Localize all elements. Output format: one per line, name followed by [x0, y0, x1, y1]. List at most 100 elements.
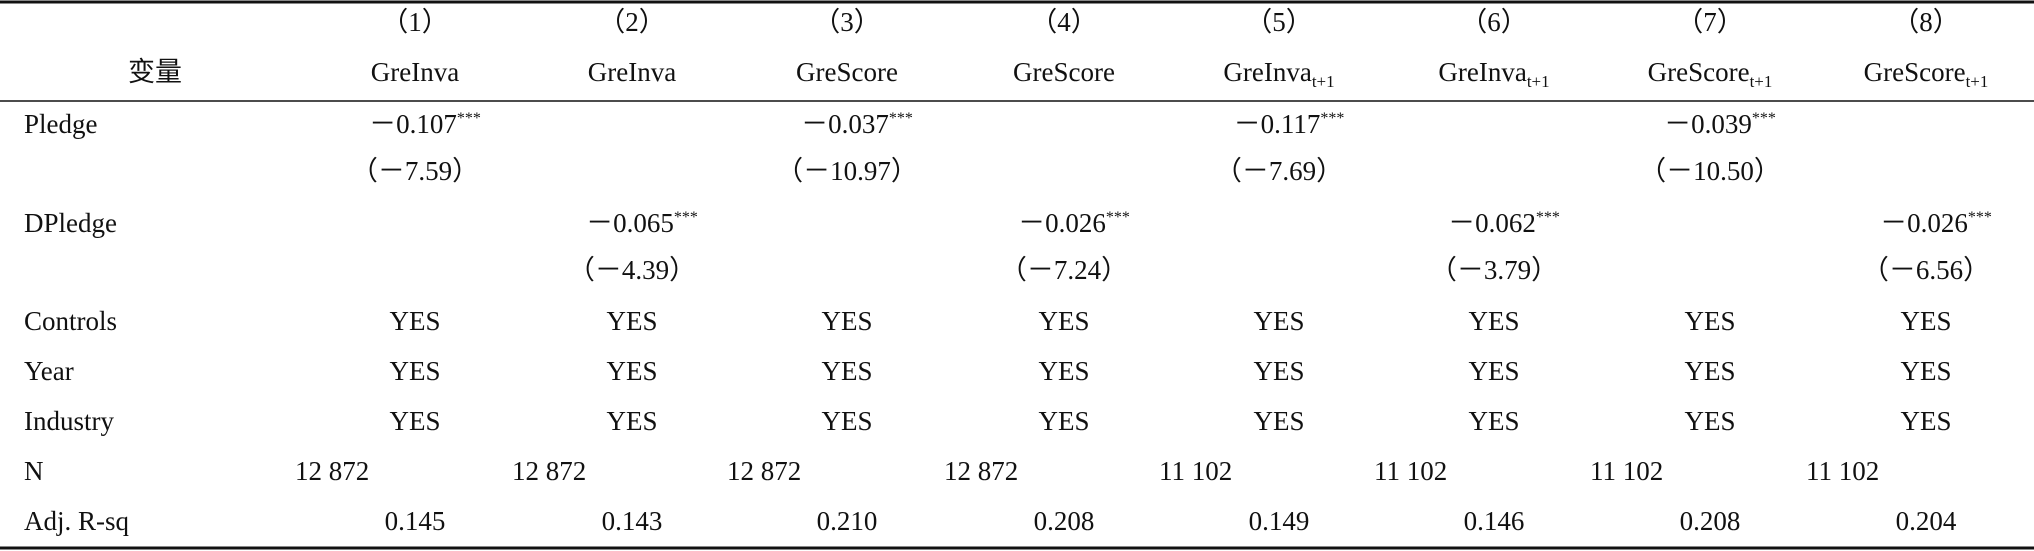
- column-number: （2）: [598, 7, 666, 37]
- significance-stars: ***: [457, 110, 481, 127]
- column-header-text: GreInva: [588, 57, 676, 87]
- coefficient-value: －0.026: [1018, 208, 1106, 238]
- cell: 0.143: [602, 506, 663, 536]
- cell: 12 872: [944, 456, 1018, 486]
- coefficient-value: －0.065: [586, 208, 674, 238]
- coefficient-value: －0.107: [369, 109, 457, 139]
- cell: YES: [1900, 306, 1951, 336]
- row-label: Controls: [24, 306, 117, 336]
- cell: 0.208: [1034, 506, 1095, 536]
- column-header-text: GreInva: [1438, 57, 1526, 87]
- row-label: Year: [24, 356, 74, 386]
- t-statistic: （－10.97）: [776, 156, 918, 186]
- t-statistic: （－3.79）: [1430, 255, 1558, 285]
- cell: YES: [606, 406, 657, 436]
- cell: YES: [1253, 306, 1304, 336]
- column-number: （1）: [381, 7, 449, 37]
- cell: 11 102: [1374, 456, 1447, 486]
- cell: YES: [606, 356, 657, 386]
- cell: YES: [389, 356, 440, 386]
- cell: YES: [821, 356, 872, 386]
- coefficient-value: －0.039: [1664, 109, 1752, 139]
- cell: 0.208: [1680, 506, 1741, 536]
- cell: YES: [1038, 406, 1089, 436]
- row-label: Pledge: [24, 109, 98, 139]
- cell: YES: [1468, 306, 1519, 336]
- significance-stars: ***: [1536, 209, 1560, 226]
- cell: YES: [1468, 356, 1519, 386]
- column-header-text: GreScore: [796, 57, 898, 87]
- t-statistic: （－7.24）: [1000, 255, 1128, 285]
- cell: 11 102: [1806, 456, 1879, 486]
- cell: 0.210: [817, 506, 878, 536]
- column-number: （3）: [813, 7, 881, 37]
- significance-stars: ***: [1320, 110, 1344, 127]
- cell: YES: [1684, 356, 1735, 386]
- row-label: Industry: [24, 406, 114, 436]
- significance-stars: ***: [1106, 209, 1130, 226]
- cell: YES: [1253, 356, 1304, 386]
- coefficient: －0.117***: [1234, 109, 1345, 139]
- column-header: GreInvat+1: [1223, 57, 1334, 91]
- coefficient: －0.062***: [1448, 208, 1560, 238]
- cell: YES: [1038, 356, 1089, 386]
- coefficient: －0.065***: [586, 208, 698, 238]
- row-label: N: [24, 456, 44, 486]
- coefficient: －0.039***: [1664, 109, 1776, 139]
- significance-stars: ***: [889, 110, 913, 127]
- column-header-text: GreScore: [1013, 57, 1115, 87]
- coefficient: －0.026***: [1880, 208, 1992, 238]
- significance-stars: ***: [674, 209, 698, 226]
- cell: YES: [821, 406, 872, 436]
- column-header-text: GreInva: [371, 57, 459, 87]
- row-label: Adj. R-sq: [24, 506, 130, 536]
- cell: 12 872: [727, 456, 801, 486]
- column-header: GreInva: [588, 57, 676, 87]
- column-header-subscript: t+1: [1312, 72, 1335, 91]
- cell: 0.149: [1249, 506, 1310, 536]
- column-header-text: GreInva: [1223, 57, 1311, 87]
- cell: 12 872: [295, 456, 369, 486]
- header-label: 变量: [128, 57, 182, 87]
- cell: YES: [1900, 356, 1951, 386]
- t-statistic: （－7.69）: [1215, 156, 1343, 186]
- column-number: （7）: [1676, 7, 1744, 37]
- coefficient-value: －0.037: [801, 109, 889, 139]
- coefficient-value: －0.026: [1880, 208, 1968, 238]
- t-statistic: （－10.50）: [1639, 156, 1781, 186]
- column-header-subscript: t+1: [1750, 72, 1773, 91]
- column-header-text: GreScore: [1648, 57, 1750, 87]
- coefficient-value: －0.117: [1234, 109, 1321, 139]
- column-header: GreScoret+1: [1864, 57, 1989, 91]
- column-header: GreInva: [371, 57, 459, 87]
- coefficient-value: －0.062: [1448, 208, 1536, 238]
- row-label: DPledge: [24, 208, 117, 238]
- cell: 0.146: [1464, 506, 1525, 536]
- significance-stars: ***: [1968, 209, 1992, 226]
- significance-stars: ***: [1752, 110, 1776, 127]
- column-number: （6）: [1460, 7, 1528, 37]
- cell: YES: [1900, 406, 1951, 436]
- column-header: GreScore: [796, 57, 898, 87]
- column-number: （4）: [1030, 7, 1098, 37]
- cell: 11 102: [1159, 456, 1232, 486]
- cell: YES: [1684, 406, 1735, 436]
- column-header-subscript: t+1: [1527, 72, 1550, 91]
- cell: YES: [389, 306, 440, 336]
- t-statistic: （－6.56）: [1862, 255, 1990, 285]
- coefficient: －0.107***: [369, 109, 481, 139]
- cell: 12 872: [512, 456, 586, 486]
- column-number: （8）: [1892, 7, 1960, 37]
- t-statistic: （－4.39）: [568, 255, 696, 285]
- column-header-subscript: t+1: [1966, 72, 1989, 91]
- cell: YES: [389, 406, 440, 436]
- t-statistic: （－7.59）: [351, 156, 479, 186]
- cell: YES: [1038, 306, 1089, 336]
- coefficient: －0.026***: [1018, 208, 1130, 238]
- column-header: GreInvat+1: [1438, 57, 1549, 91]
- column-header: GreScoret+1: [1648, 57, 1773, 91]
- column-header-text: GreScore: [1864, 57, 1966, 87]
- cell: 0.204: [1896, 506, 1957, 536]
- cell: YES: [821, 306, 872, 336]
